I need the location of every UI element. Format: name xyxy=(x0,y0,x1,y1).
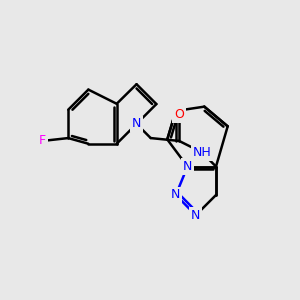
Text: N: N xyxy=(191,209,200,222)
Text: N: N xyxy=(132,117,141,130)
Text: O: O xyxy=(174,108,184,121)
Text: F: F xyxy=(39,134,46,147)
Text: N: N xyxy=(171,188,181,202)
Text: N: N xyxy=(183,160,192,173)
Text: NH: NH xyxy=(192,146,211,159)
